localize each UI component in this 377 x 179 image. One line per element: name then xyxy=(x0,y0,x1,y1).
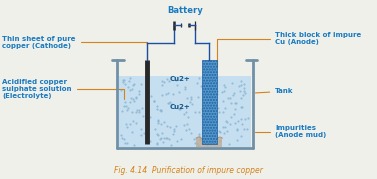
Text: Acidified copper
sulphate solution
(Electrolyte): Acidified copper sulphate solution (Elec… xyxy=(2,79,124,99)
Text: Battery: Battery xyxy=(167,6,202,15)
Text: Thick block of impure
Cu (Anode): Thick block of impure Cu (Anode) xyxy=(217,32,362,67)
Bar xyxy=(119,76,251,147)
Text: Fig. 4.14  Purification of impure copper: Fig. 4.14 Purification of impure copper xyxy=(114,166,263,175)
Bar xyxy=(202,60,217,144)
Bar xyxy=(196,138,222,147)
Text: Impurities
(Anode mud): Impurities (Anode mud) xyxy=(255,125,326,138)
Text: Tank: Tank xyxy=(255,88,294,94)
Text: Thin sheet of pure
copper (Cathode): Thin sheet of pure copper (Cathode) xyxy=(2,36,147,69)
Text: Cu2+: Cu2+ xyxy=(170,104,190,110)
Text: Cu2+: Cu2+ xyxy=(170,76,190,82)
